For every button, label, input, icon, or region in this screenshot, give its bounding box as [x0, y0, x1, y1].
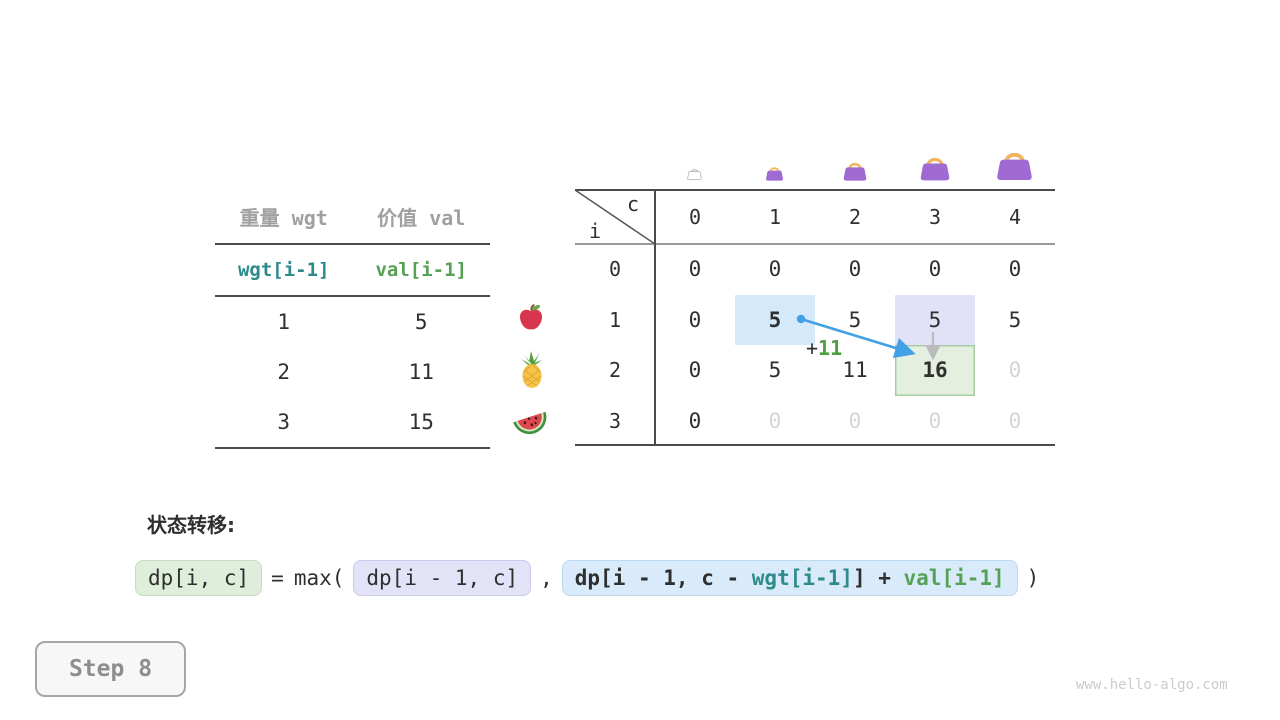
dp-cell: 0: [688, 257, 702, 282]
dp-table: c i 0 1 2 3 4 0 0 0 0 0 0 1 0 5 5 5 5 2 …: [575, 190, 1055, 446]
dp-corner-cell: c i: [575, 190, 655, 244]
dp-cell: 0: [1008, 257, 1022, 282]
dp-row-header: 1: [608, 307, 622, 332]
formula-lhs-box: dp[i, c]: [135, 560, 263, 596]
dp-col-header: 0: [688, 205, 702, 229]
comma: ,: [540, 566, 553, 590]
dp-cell-target-highlight: 16: [895, 345, 975, 396]
item3-weight: 3: [277, 410, 291, 434]
dp-cell: 0: [848, 408, 862, 433]
capacity-var-label: c: [626, 192, 639, 216]
value-column-header: 价值 val: [377, 206, 466, 230]
bag-lg-icon: [992, 147, 1037, 182]
close-paren: ): [1026, 566, 1040, 590]
state-transition-heading: 状态转移:: [147, 513, 235, 537]
option2-pre: dp[i - 1, c -: [574, 566, 752, 590]
state-transition-formula: dp[i, c] = max( dp[i - 1, c] , dp[i - 1,…: [135, 560, 1044, 596]
added-value: 11: [818, 336, 843, 360]
max-open: max(: [293, 566, 345, 590]
dp-cell-source-highlight: 5: [735, 294, 815, 345]
dp-row-header: 2: [608, 358, 622, 383]
apple-icon: [516, 303, 546, 333]
item2-weight: 2: [277, 360, 291, 384]
bag-xs-icon: [764, 164, 785, 182]
dp-col-header: 2: [848, 205, 862, 229]
watermark: www.hello-algo.com: [1076, 677, 1228, 693]
dp-col-header: 4: [1008, 205, 1022, 229]
option2-mid: ] +: [852, 566, 904, 590]
items-table-row: 2 11: [215, 347, 490, 397]
dp-cell: 11: [842, 358, 868, 383]
dp-cell: 0: [688, 408, 702, 433]
bag-sm-icon: [841, 159, 869, 182]
formula-option1-box: dp[i - 1, c]: [353, 560, 532, 596]
dp-cell: 5: [768, 358, 782, 383]
weight-column-header: 重量 wgt: [239, 206, 328, 230]
item-var-label: i: [589, 219, 602, 243]
items-table-var-row: wgt[i-1] val[i-1]: [215, 245, 490, 297]
plus-sign: +: [806, 336, 819, 360]
watermelon-icon: [511, 405, 549, 437]
dp-row-header: 0: [608, 257, 622, 282]
wgt-var-label: wgt[i-1]: [237, 259, 330, 281]
dp-cell: 0: [688, 307, 702, 332]
option2-val: val[i-1]: [903, 566, 1005, 590]
items-table-header: 重量 wgt 价值 val: [215, 190, 490, 245]
item1-weight: 1: [277, 310, 291, 334]
item3-value: 15: [408, 410, 434, 434]
equals-sign: =: [271, 566, 284, 590]
step-badge: Step 8: [35, 641, 186, 697]
dp-cell: 0: [848, 257, 862, 282]
items-table-row: 1 5: [215, 297, 490, 347]
dp-cell: 0: [688, 358, 702, 383]
dp-cell: 5: [1008, 307, 1022, 332]
item2-value: 11: [408, 360, 434, 384]
dp-cell: 0: [1008, 408, 1022, 433]
add-value-annotation: +11: [806, 336, 842, 360]
dp-table-vertical-rule: [654, 189, 656, 446]
val-var-label: val[i-1]: [375, 259, 467, 281]
dp-table-bottom-rule: [575, 444, 1055, 446]
items-table: 重量 wgt 价值 val wgt[i-1] val[i-1] 1 5 2 11…: [215, 190, 490, 449]
bag-md-icon: [917, 153, 953, 182]
dp-cell-above-highlight: 5: [895, 294, 975, 345]
dp-col-header: 3: [928, 205, 942, 229]
item1-value: 5: [414, 310, 428, 334]
option2-wgt: wgt[i-1]: [751, 566, 853, 590]
dp-cell: 0: [1008, 358, 1022, 383]
dp-cell: 0: [768, 408, 782, 433]
dp-cell: 0: [768, 257, 782, 282]
dp-row-header: 3: [608, 408, 622, 433]
dp-table-header-rule: [575, 243, 1055, 245]
dp-table-top-rule: [575, 189, 1055, 191]
items-table-row: 3 15: [215, 397, 490, 449]
dp-cell: 0: [928, 257, 942, 282]
bag-ghost-icon: [686, 166, 703, 181]
dp-col-header: 1: [768, 205, 782, 229]
dp-cell: 0: [928, 408, 942, 433]
formula-option2-box: dp[i - 1, c - wgt[i-1]] + val[i-1]: [561, 560, 1018, 596]
pineapple-icon: [518, 351, 546, 389]
